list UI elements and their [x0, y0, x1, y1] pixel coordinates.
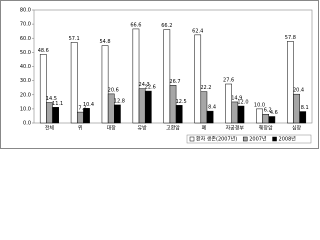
bar: [144, 90, 152, 124]
y-tick-label: 50.0: [20, 50, 31, 56]
y-tick-label: 60.0: [20, 36, 31, 42]
value-label: 26.7: [169, 79, 180, 85]
value-label: 66.6: [130, 22, 141, 28]
value-label: 20.4: [293, 88, 304, 94]
y-tick-label: 30.0: [20, 78, 31, 84]
bar: [175, 105, 183, 124]
value-label: 12.0: [237, 100, 248, 106]
value-label: 20.6: [108, 87, 119, 93]
y-tick-label: 40.0: [20, 64, 31, 70]
value-label: 12.5: [176, 99, 187, 105]
value-label: 11.1: [52, 101, 63, 107]
value-label: 10.4: [83, 102, 94, 108]
bar: [39, 54, 47, 124]
value-label: 57.8: [285, 35, 296, 41]
y-tick-label: 10.0: [20, 106, 31, 112]
bar: [225, 83, 232, 124]
value-label: 14.9: [231, 95, 242, 101]
x-tick-label: 자궁경부: [226, 125, 245, 132]
x-tick-label: 폐: [202, 125, 207, 132]
bar: [262, 113, 270, 124]
legend-swatch: [272, 136, 277, 142]
value-label: 62.4: [192, 28, 203, 34]
bar: [76, 111, 84, 124]
value-label: 12.8: [114, 98, 125, 104]
legend-label: 2007년: [249, 136, 267, 143]
bar: [138, 88, 146, 124]
legend-swatch: [189, 136, 195, 142]
bar: [114, 104, 121, 124]
bar: [70, 42, 78, 124]
bar: [194, 34, 202, 124]
bar: [200, 91, 208, 124]
x-tick-label: 유방: [138, 125, 148, 132]
bar: [237, 105, 245, 124]
bar: [206, 110, 214, 124]
value-label: 27.6: [223, 78, 234, 84]
bar: [132, 28, 140, 124]
bar: [169, 85, 177, 124]
value-label: 6.2: [264, 108, 272, 114]
value-label: 10.0: [254, 102, 265, 108]
value-label: 24.3: [139, 82, 150, 88]
bar: [83, 108, 90, 124]
value-label: 22.6: [145, 85, 156, 91]
x-tick-label: 위: [78, 125, 83, 132]
bar: [256, 108, 263, 124]
chart: 0.0 10.0 20.0 30.0 40.0 50.0 60.0 70.0 80.0 48.6 5…: [0, 0, 319, 149]
bar: [287, 41, 294, 124]
bar: [293, 93, 300, 124]
value-label: 66.2: [161, 23, 172, 29]
value-label: 8.4: [208, 105, 216, 111]
bar: [163, 29, 171, 124]
x-tick-label: 심장: [292, 125, 302, 132]
bar: [299, 111, 307, 124]
value-label: 22.2: [200, 85, 211, 91]
y-tick-label: 80.0: [20, 8, 31, 14]
value-label: 48.6: [38, 48, 49, 54]
y-tick-label: 70.0: [20, 22, 31, 28]
x-tick-label: 췌장암: [259, 125, 273, 132]
legend-swatch: [242, 136, 248, 142]
value-label: 4.6: [270, 110, 278, 116]
legend-label: 환자 생존(2007년): [196, 136, 237, 143]
value-label: 57.1: [69, 36, 80, 42]
value-label: 8.1: [301, 105, 309, 111]
bar: [52, 107, 59, 124]
value-label: 7.7: [78, 106, 86, 112]
x-tick-label: 전체: [45, 125, 55, 132]
y-tick-label: 20.0: [20, 92, 31, 98]
value-label: 14.5: [46, 96, 57, 102]
bar: [268, 116, 276, 124]
x-tick-label: 고환암: [166, 125, 180, 132]
legend-box: [186, 134, 312, 144]
x-tick-label: 대장: [107, 125, 117, 132]
y-tick-label: 0.0: [23, 121, 31, 127]
legend-label: 2008년: [279, 136, 297, 143]
bar: [101, 45, 109, 124]
value-label: 54.8: [99, 39, 110, 45]
